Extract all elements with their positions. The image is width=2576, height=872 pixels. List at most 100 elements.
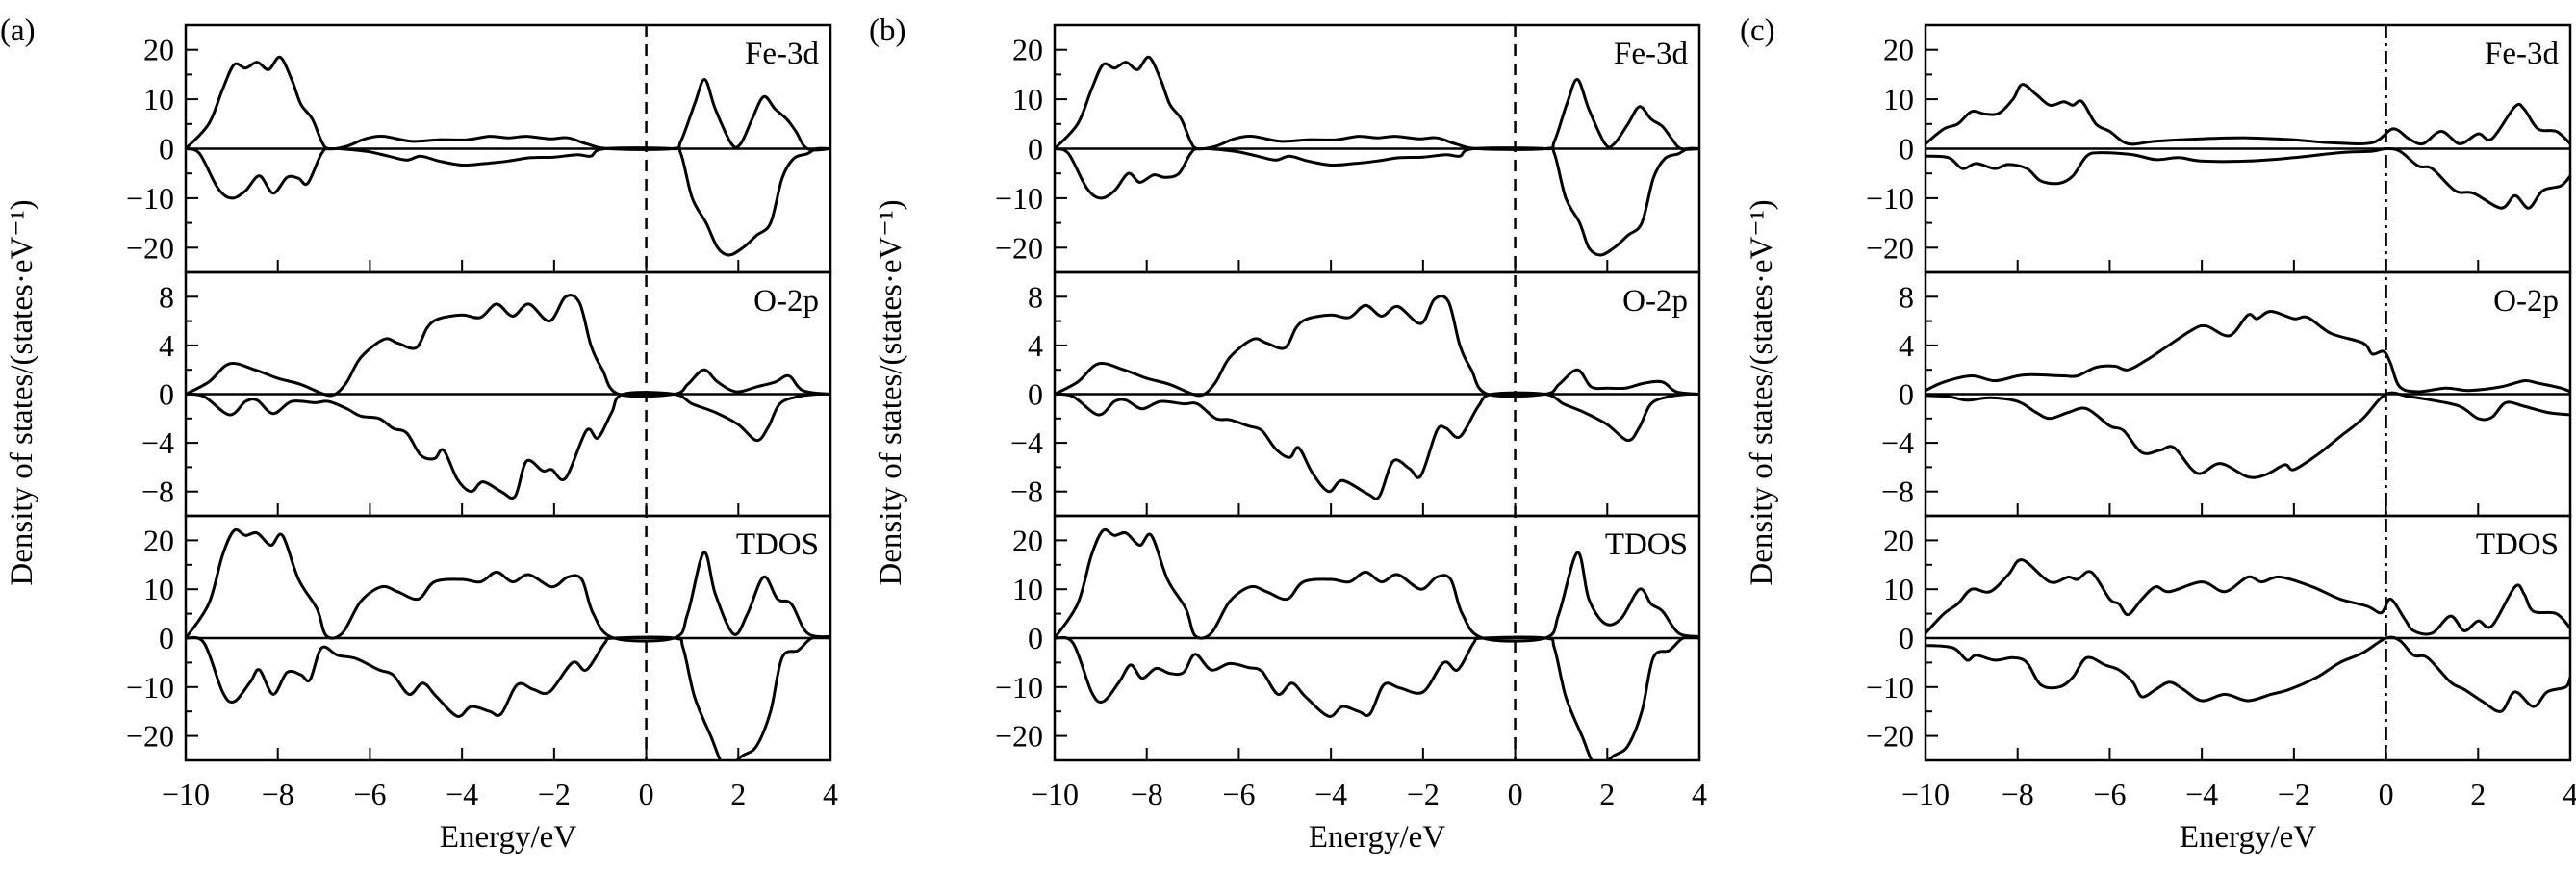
- subplot-tdos: −20 −10 0 10 20 TDOS: [126, 514, 832, 762]
- subplot-label: O-2p: [1622, 284, 1688, 319]
- y-tick-label: −10: [995, 181, 1043, 216]
- y-tick-label: −8: [1881, 474, 1914, 509]
- spin-up-curve: [1926, 83, 2570, 146]
- y-axis-label: Density of states/(states·eV⁻¹): [1745, 199, 1779, 585]
- y-tick-label: 0: [1899, 621, 1914, 655]
- x-axis-label: Energy/eV: [2180, 820, 2317, 855]
- spin-down-curve: [1926, 635, 2570, 713]
- x-tick-label: −2: [538, 777, 571, 811]
- subplot-o-2p: −8 −4 0 4 8 O-2p: [1010, 270, 1701, 518]
- subplot-label: TDOS: [1605, 527, 1688, 562]
- y-tick-label: 0: [1028, 621, 1043, 655]
- y-tick-label: 0: [1028, 132, 1043, 167]
- spin-down-curve: [1055, 146, 1699, 257]
- y-tick-label: 4: [1028, 328, 1043, 363]
- subplot-frame: [1053, 514, 1701, 762]
- x-tick-label: −10: [1901, 777, 1950, 811]
- y-tick-label: 20: [1883, 33, 1914, 67]
- x-tick-label: 0: [2379, 777, 2394, 811]
- y-tick-label: 10: [143, 82, 174, 116]
- spin-down-curve: [1055, 635, 1699, 760]
- panel-label: (a): [0, 13, 36, 48]
- y-tick-label: 8: [1899, 279, 1914, 314]
- x-tick-label: −4: [446, 777, 478, 811]
- x-tick-label: 0: [1508, 777, 1523, 811]
- subplot-label: O-2p: [2493, 284, 2559, 319]
- subplot-label: TDOS: [2476, 527, 2559, 562]
- panel-b: (b) Density of states/(states·eV⁻¹) Energy…: [869, 13, 1707, 855]
- spin-up-curve: [1055, 527, 1699, 643]
- y-tick-label: −4: [1010, 425, 1043, 460]
- panel-label: (b): [869, 13, 905, 48]
- y-tick-label: 10: [143, 572, 174, 606]
- panel-label: (c): [1740, 13, 1775, 48]
- x-tick-label: 0: [639, 777, 654, 811]
- y-tick-label: −8: [141, 474, 174, 509]
- y-tick-label: −10: [126, 181, 174, 216]
- y-tick-label: −10: [1866, 181, 1914, 216]
- y-tick-label: −20: [995, 719, 1043, 754]
- subplot-label: Fe-3d: [745, 37, 819, 71]
- x-tick-label: −4: [1314, 777, 1347, 811]
- subplot-frame: [1924, 514, 2572, 762]
- panel-a: (a) Density of states/(states·eV⁻¹) Energy…: [0, 13, 838, 855]
- y-tick-label: −20: [126, 719, 174, 754]
- y-tick-label: 8: [159, 279, 174, 314]
- y-tick-label: −20: [126, 230, 174, 265]
- y-tick-label: −8: [1010, 474, 1043, 509]
- y-tick-label: 0: [1899, 132, 1914, 167]
- y-tick-label: 20: [1012, 33, 1043, 67]
- subplot-fe-3d: −20 −10 0 10 20 Fe-3d: [995, 23, 1701, 274]
- x-tick-label: −8: [262, 777, 294, 811]
- x-tick-label: −6: [2093, 777, 2126, 811]
- x-tick-label: −2: [2278, 777, 2310, 811]
- y-tick-label: 20: [143, 523, 174, 557]
- spin-up-curve: [1926, 310, 2570, 394]
- y-tick-label: 0: [1899, 377, 1914, 412]
- subplot-fe-3d: −20 −10 0 10 20 Fe-3d: [126, 23, 832, 274]
- x-tick-label: −10: [1031, 777, 1079, 811]
- spin-up-curve: [1926, 558, 2570, 636]
- x-tick-label: 2: [730, 777, 746, 811]
- y-tick-label: 20: [143, 33, 174, 67]
- subplot-label: Fe-3d: [1614, 37, 1688, 71]
- x-tick-label: 2: [1599, 777, 1615, 811]
- panel-c: (c) Density of states/(states·eV⁻¹) Energy…: [1740, 13, 2576, 855]
- y-tick-label: −10: [995, 670, 1043, 705]
- x-tick-label: −6: [353, 777, 386, 811]
- subplot-o-2p: −8 −4 0 4 8 O-2p: [141, 270, 832, 518]
- subplot-tdos: −20 −10 0 10 20 TDOS: [995, 514, 1701, 762]
- spin-down-curve: [1926, 391, 2570, 479]
- y-tick-label: 10: [1883, 572, 1914, 606]
- y-tick-label: 4: [159, 328, 174, 363]
- subplot-fe-3d: −20 −10 0 10 20 Fe-3d: [1866, 23, 2572, 274]
- y-tick-label: −20: [1866, 230, 1914, 265]
- y-tick-label: −10: [1866, 670, 1914, 705]
- x-tick-label: 2: [2470, 777, 2486, 811]
- spin-down-curve: [186, 146, 830, 257]
- x-axis-label: Energy/eV: [1309, 820, 1446, 855]
- x-tick-label: −8: [2002, 777, 2034, 811]
- spin-down-curve: [1055, 391, 1699, 500]
- subplot-label: Fe-3d: [2485, 37, 2559, 71]
- y-tick-label: 0: [159, 621, 174, 655]
- spin-up-curve: [1055, 55, 1699, 151]
- x-tick-label: −8: [1131, 777, 1163, 811]
- subplot-o-2p: −8 −4 0 4 8 O-2p: [1881, 270, 2572, 518]
- x-axis-label: Energy/eV: [440, 820, 577, 855]
- x-tick-label: −6: [1222, 777, 1255, 811]
- subplot-label: TDOS: [736, 527, 819, 562]
- y-tick-label: 0: [1028, 377, 1043, 412]
- y-axis-label: Density of states/(states·eV⁻¹): [874, 199, 908, 585]
- x-tick-label: −10: [162, 777, 210, 811]
- subplot-label: O-2p: [753, 284, 819, 319]
- y-tick-label: 20: [1883, 523, 1914, 557]
- x-tick-label: 4: [2563, 777, 2576, 811]
- y-axis-label: Density of states/(states·eV⁻¹): [5, 199, 39, 585]
- y-tick-label: −4: [1881, 425, 1914, 460]
- spin-up-curve: [186, 527, 830, 643]
- y-tick-label: −10: [126, 670, 174, 705]
- x-tick-label: 4: [823, 777, 838, 811]
- y-tick-label: −20: [1866, 719, 1914, 754]
- y-tick-label: 20: [1012, 523, 1043, 557]
